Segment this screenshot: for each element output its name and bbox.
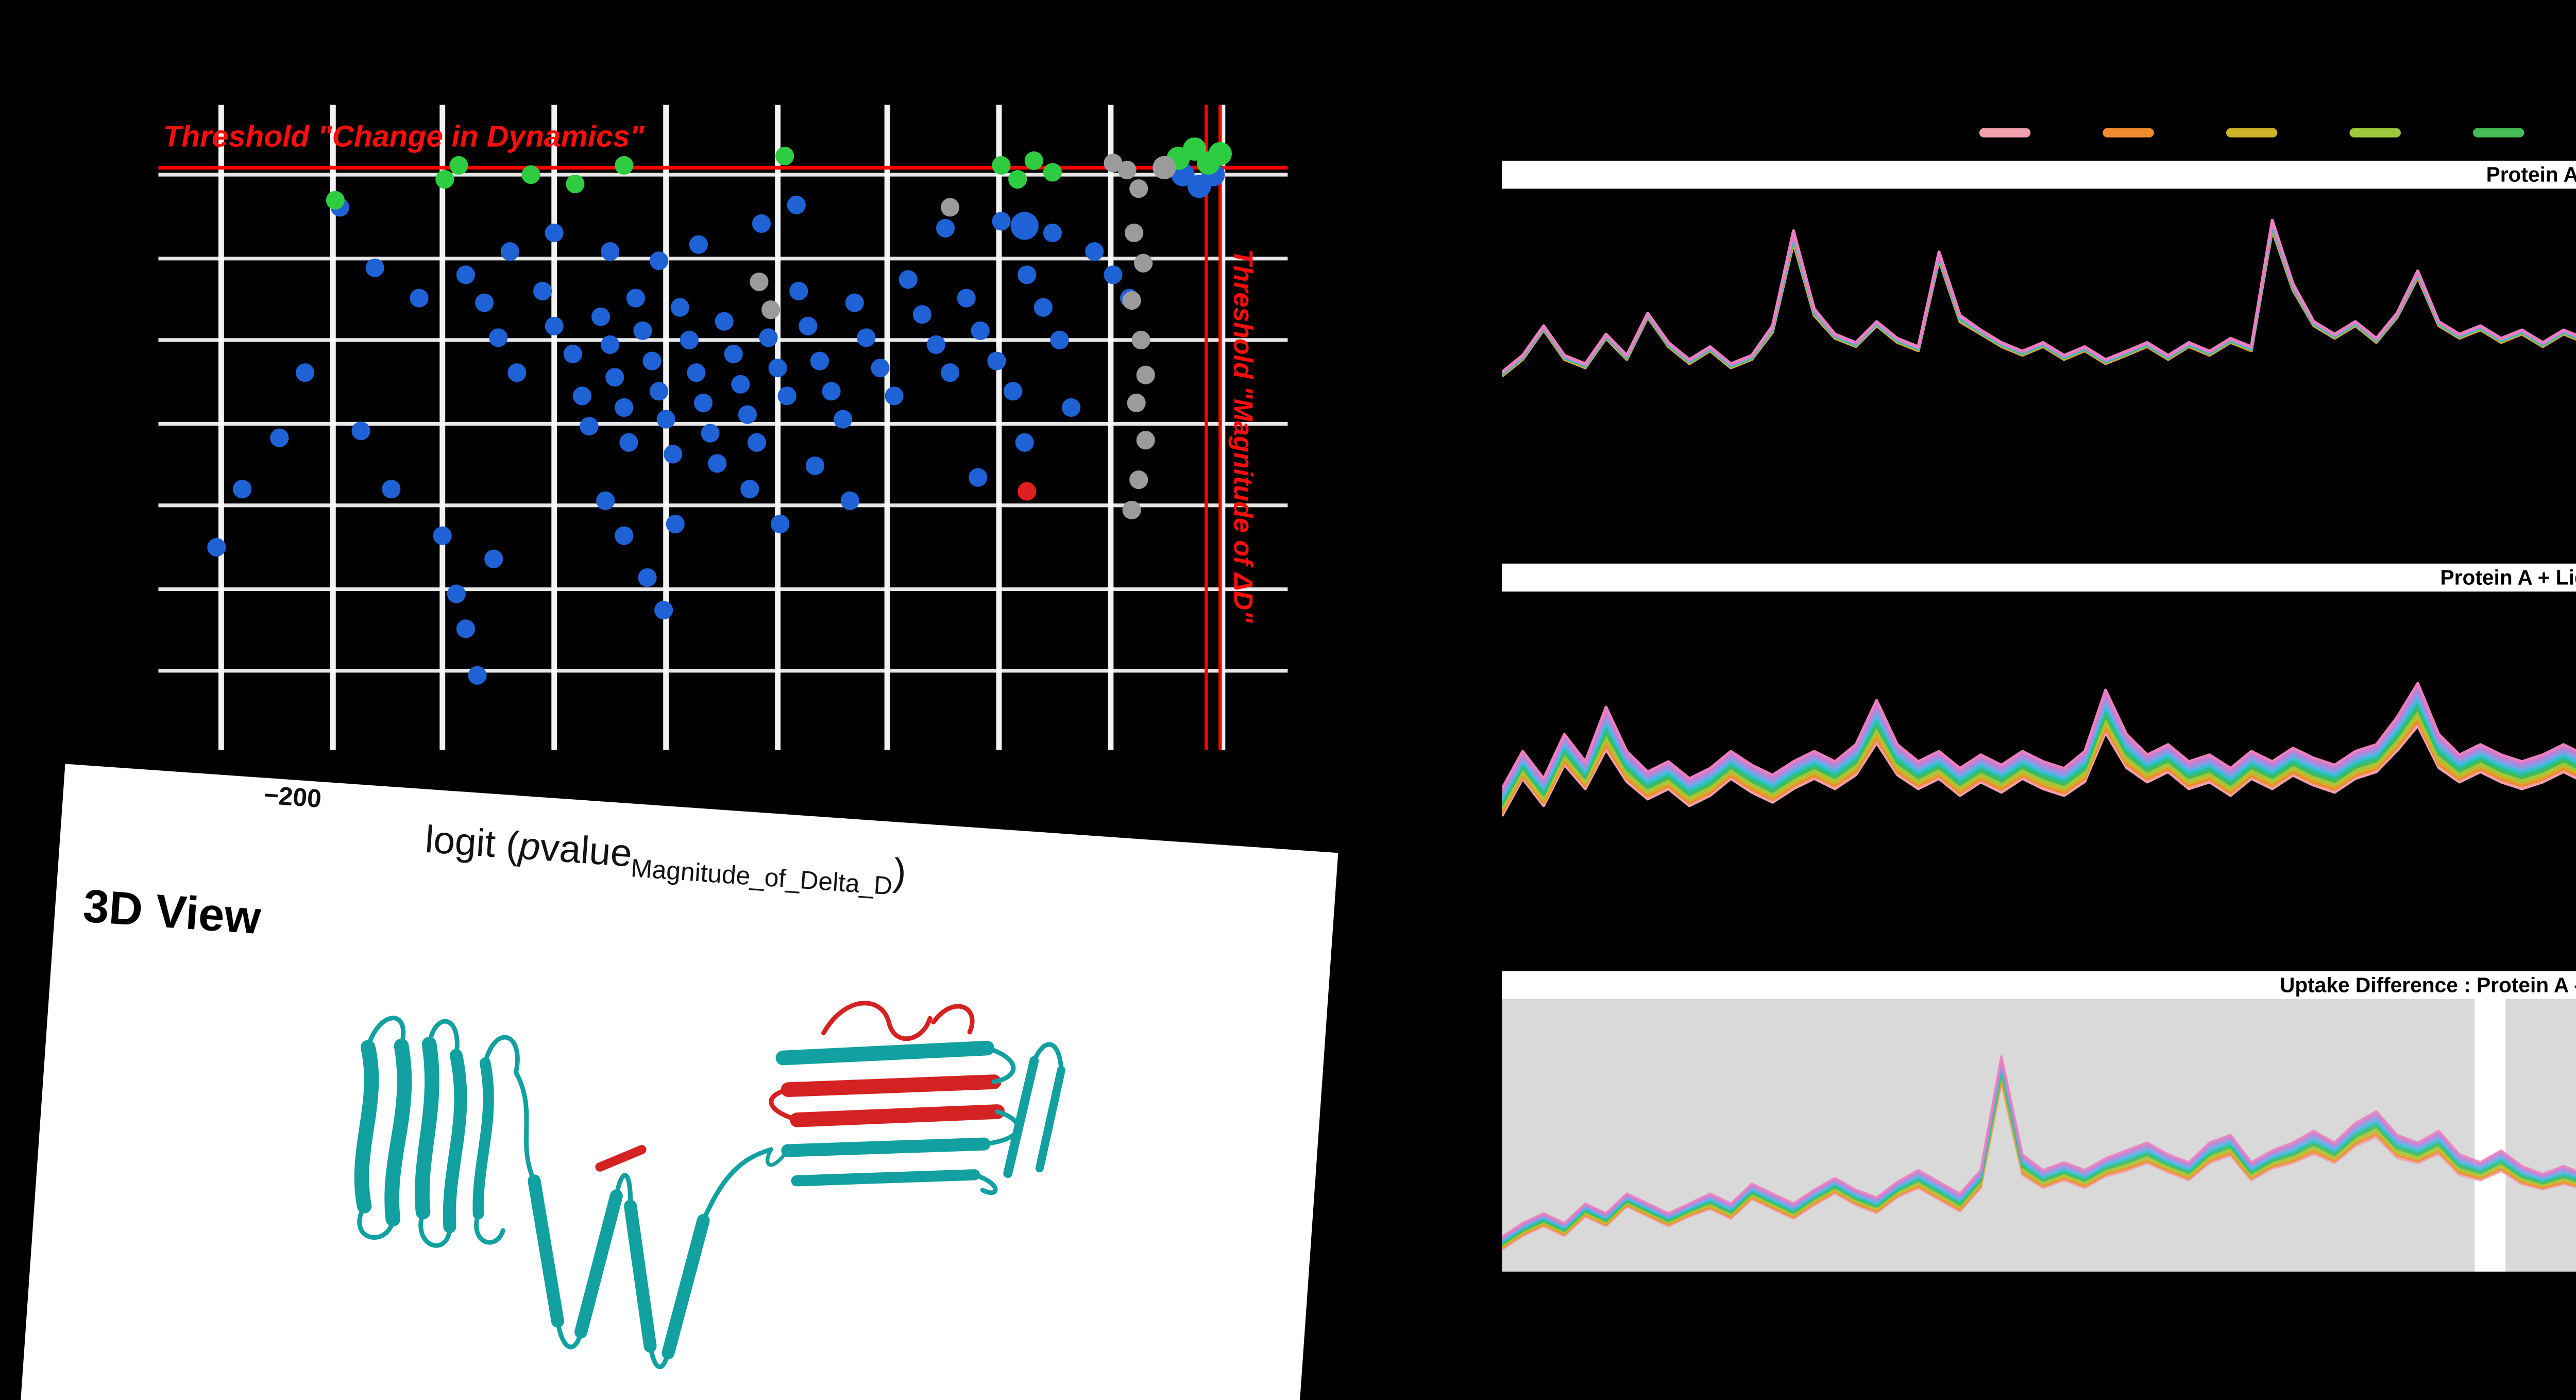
panel-title-protein-a: Protein A: [1502, 160, 2576, 189]
x-axis-label-val: value: [538, 828, 634, 876]
x-axis-label-pre: logit (: [423, 819, 520, 868]
legend-swatch[interactable]: [2349, 128, 2401, 138]
threshold-magnitude-label: Threshold "Magnitude of ΔD": [1227, 249, 1256, 623]
legend-swatch[interactable]: [2103, 128, 2154, 138]
x-tick-label: −200: [262, 782, 323, 815]
uptake-difference-plot[interactable]: [1502, 999, 2576, 1272]
uptake-plot-protein-a[interactable]: [1502, 189, 2576, 541]
protein-3d-structure[interactable]: [191, 934, 1150, 1400]
panel-title-uptake-difference: Uptake Difference : Protein A - (Protein…: [1502, 971, 2576, 999]
x-axis-label-sub: Magnitude_of_Delta_D: [630, 855, 893, 902]
x-axis-label: logit (pvalueMagnitude_of_Delta_D): [334, 813, 997, 909]
figure-card: −200 logit (pvalueMagnitude_of_Delta_D) …: [16, 764, 1338, 1400]
volcano-scatter[interactable]: [158, 105, 1288, 750]
uptake-plot-protein-a-ligand[interactable]: [1502, 592, 2576, 932]
legend-swatch[interactable]: [1979, 128, 2031, 138]
volcano-plot[interactable]: Threshold "Change in Dynamics" Threshold…: [158, 105, 1288, 750]
x-axis-label-close: ): [891, 852, 908, 895]
x-axis-label-p: p: [517, 826, 542, 870]
panel-title-protein-a-ligand: Protein A + Ligand: [1502, 563, 2576, 592]
legend-swatch[interactable]: [2226, 128, 2278, 138]
threshold-dynamics-label: Threshold "Change in Dynamics": [163, 119, 645, 154]
timepoint-legend: [1979, 128, 2576, 138]
legend-swatch[interactable]: [2473, 128, 2524, 138]
